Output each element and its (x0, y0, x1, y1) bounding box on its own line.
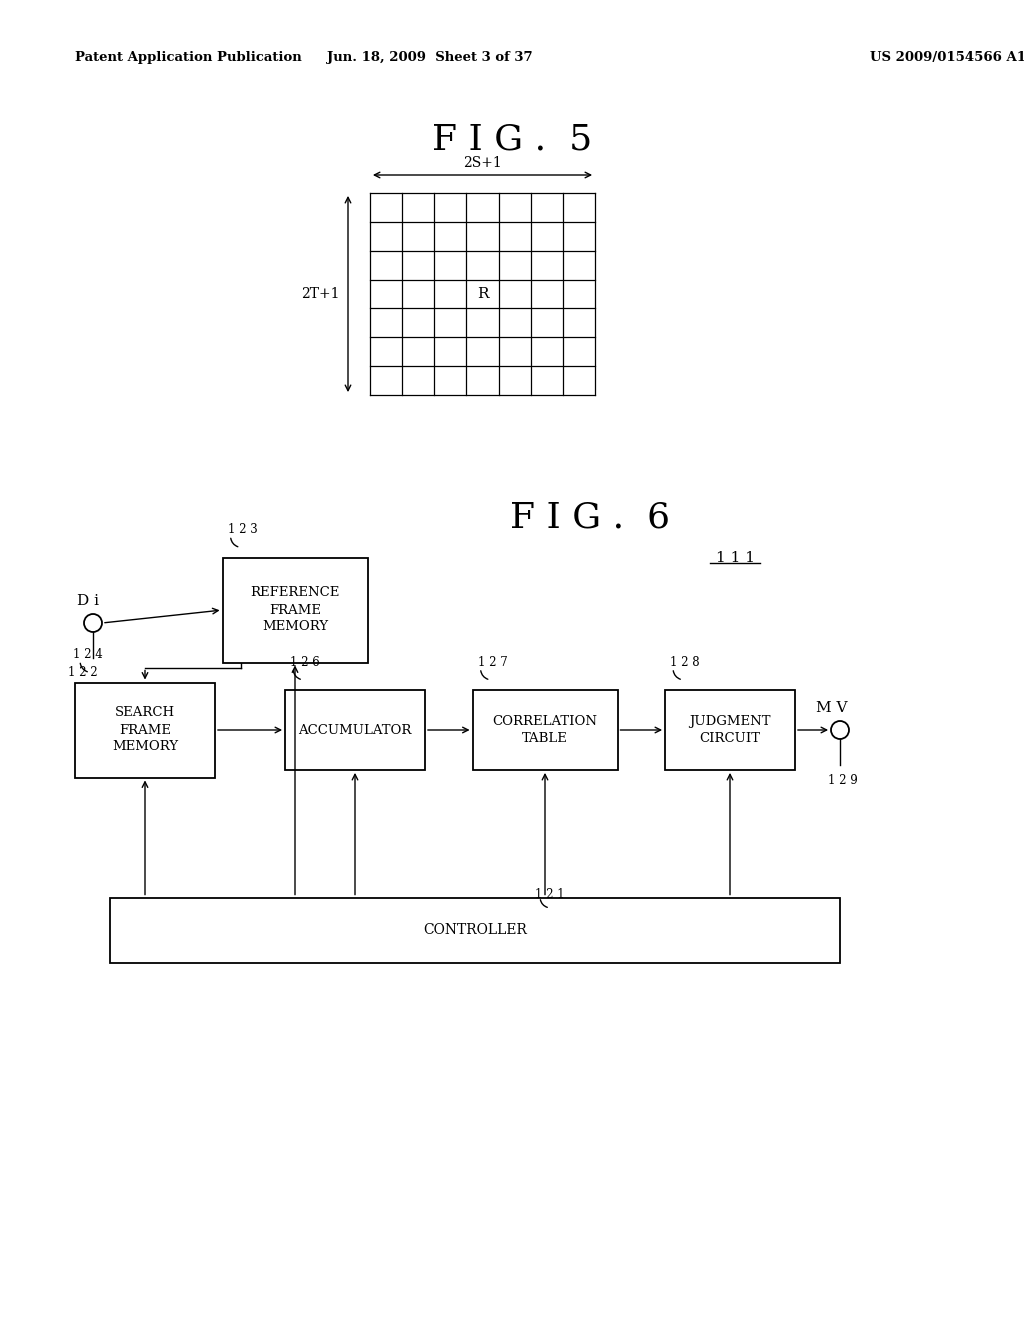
Text: 1 2 1: 1 2 1 (535, 888, 564, 902)
Text: 1 2 6: 1 2 6 (290, 656, 319, 668)
Bar (75, 682, 215, 777)
Text: Jun. 18, 2009  Sheet 3 of 37: Jun. 18, 2009 Sheet 3 of 37 (328, 51, 532, 65)
Text: 1 2 4: 1 2 4 (73, 648, 102, 661)
Text: R: R (477, 286, 488, 301)
Text: 1 2 3: 1 2 3 (227, 523, 257, 536)
Text: 1 2 8: 1 2 8 (670, 656, 699, 668)
Bar (222, 557, 368, 663)
Text: CONTROLLER: CONTROLLER (423, 923, 527, 937)
Text: US 2009/0154566 A1: US 2009/0154566 A1 (870, 51, 1024, 65)
Text: 1 2 7: 1 2 7 (477, 656, 507, 668)
Text: 2S+1: 2S+1 (463, 156, 502, 170)
Text: Patent Application Publication: Patent Application Publication (75, 51, 302, 65)
Bar (665, 690, 795, 770)
Text: 1 2 9: 1 2 9 (828, 774, 858, 787)
Bar (285, 690, 425, 770)
Text: M V: M V (816, 701, 848, 715)
Text: JUDGMENT
CIRCUIT: JUDGMENT CIRCUIT (689, 715, 771, 744)
Text: 1 2 2: 1 2 2 (68, 667, 97, 680)
Text: ACCUMULATOR: ACCUMULATOR (298, 723, 412, 737)
Text: 1 1 1: 1 1 1 (716, 550, 755, 565)
Text: CORRELATION
TABLE: CORRELATION TABLE (493, 715, 597, 744)
Text: 2T+1: 2T+1 (301, 286, 339, 301)
Text: F I G .  5: F I G . 5 (432, 123, 592, 157)
Text: REFERENCE
FRAME
MEMORY: REFERENCE FRAME MEMORY (250, 586, 340, 634)
Text: SEARCH
FRAME
MEMORY: SEARCH FRAME MEMORY (112, 706, 178, 754)
Text: F I G .  6: F I G . 6 (510, 502, 670, 535)
Bar (472, 690, 617, 770)
Bar (110, 898, 840, 962)
Text: D i: D i (77, 594, 99, 609)
